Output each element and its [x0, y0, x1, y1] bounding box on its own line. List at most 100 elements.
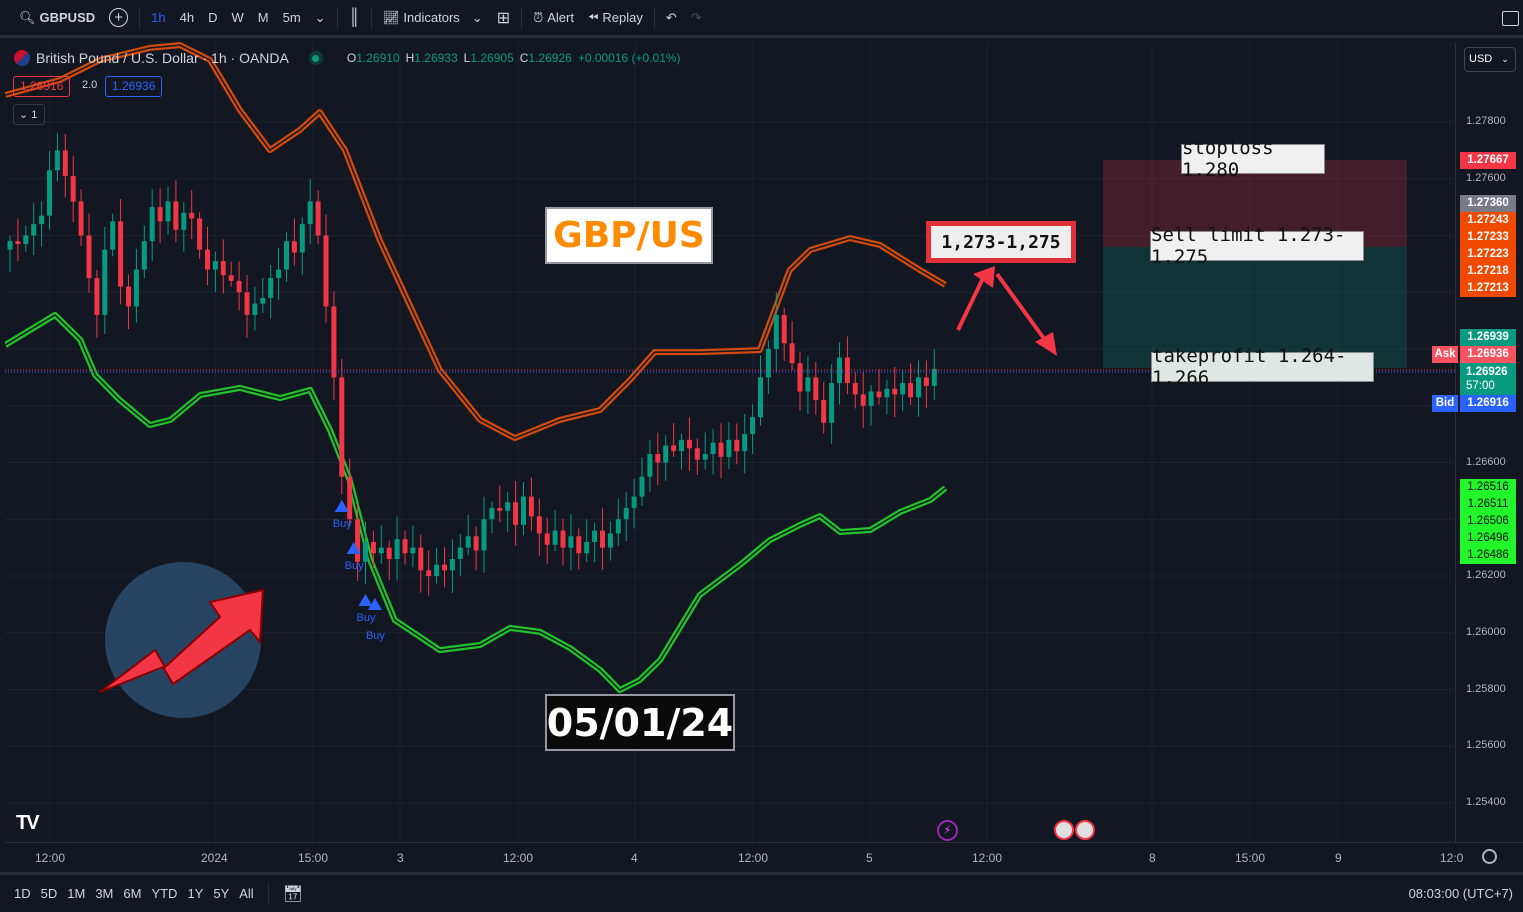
tradingview-logo[interactable]: TV — [16, 812, 40, 834]
candle-body — [23, 235, 29, 245]
indicators-button[interactable]: 📈︎ Indicators ⌄ — [382, 9, 483, 26]
fullscreen-button[interactable] — [1502, 11, 1519, 26]
rewind-icon: ⏪︎ — [587, 9, 599, 25]
candle-body — [307, 201, 313, 225]
interval-d[interactable]: D — [208, 10, 218, 25]
price-tick-label: 1.25400 — [1466, 796, 1506, 808]
candle-body — [805, 377, 811, 392]
candle-body — [268, 278, 274, 298]
goto-date-calendar-icon[interactable]: 📅︎ — [282, 885, 304, 903]
ask-label: Ask — [1432, 346, 1458, 363]
lightning-icon[interactable]: ⚡︎ — [937, 820, 958, 841]
candle-body — [299, 224, 305, 253]
time-label: 4 — [631, 851, 638, 865]
price-axis[interactable]: USD ⌄ 1.27800 1.27600 1.26600 1.26200 1.2600… — [1432, 42, 1523, 842]
lower-band-tag: 1.26511 — [1460, 496, 1516, 513]
range-all[interactable]: All — [239, 886, 254, 901]
candle-body — [402, 539, 408, 554]
chart-pane[interactable]: Buy Buy Buy Buy — [5, 42, 1455, 842]
ask-price-tag: 1.26936 — [1460, 346, 1516, 363]
search-icon: 🔍︎ — [19, 9, 36, 25]
layouts-button[interactable]: ⊞ — [490, 0, 517, 37]
interval-w[interactable]: W — [231, 10, 244, 25]
buy-price-button[interactable]: 1.26936 — [105, 76, 163, 97]
interval-4h[interactable]: 4h — [179, 10, 195, 25]
range-5d[interactable]: 5D — [40, 886, 58, 901]
candle-body — [442, 564, 447, 571]
candle-body — [54, 150, 60, 171]
chevron-down-icon: ⌄ — [19, 109, 29, 121]
price-tick-label: 1.26600 — [1466, 455, 1506, 468]
candle-body — [212, 261, 218, 270]
candle-body — [750, 417, 756, 435]
chevron-down-icon: ⌄ — [314, 9, 326, 25]
range-1y[interactable]: 1Y — [187, 886, 204, 901]
settings-gear-icon[interactable] — [1482, 849, 1497, 864]
candle-body — [600, 530, 605, 548]
buy-signal-label: Buy — [366, 630, 385, 642]
time-axis[interactable]: 12:00 2024 15:00 3 12:00 4 12:00 5 12:00… — [5, 842, 1523, 872]
candle-body — [726, 439, 732, 457]
candle-body — [655, 453, 661, 463]
candle-body — [892, 388, 898, 395]
upper-band-tag: 1.27223 — [1460, 246, 1516, 263]
undo-button[interactable]: ↶ — [659, 0, 684, 37]
candle-body — [521, 496, 526, 525]
candle-body — [734, 439, 740, 452]
candle-body — [860, 394, 866, 406]
date-label: 05/01/24 — [545, 694, 735, 751]
range-1m[interactable]: 1M — [67, 886, 86, 901]
price-tick-label: 1.25600 — [1466, 739, 1506, 752]
interval-5m[interactable]: 5m — [282, 10, 301, 25]
currency-select[interactable]: USD ⌄ — [1464, 47, 1516, 72]
divider — [521, 6, 523, 29]
time-label: 9 — [1335, 851, 1342, 865]
candles-icon: ║ — [348, 8, 360, 26]
candle-body — [592, 530, 598, 542]
candle-body — [758, 377, 763, 418]
candle-body — [157, 207, 163, 222]
candle-body — [291, 241, 297, 253]
price-tick-label: 1.26000 — [1466, 625, 1506, 638]
economic-events-icon[interactable] — [1054, 820, 1096, 840]
range-5y[interactable]: 5Y — [213, 886, 230, 901]
candle-body — [410, 547, 416, 554]
clock-timezone[interactable]: 08:03:00 (UTC+7) — [1408, 886, 1513, 901]
candle-body — [473, 536, 479, 551]
add-symbol-button[interactable]: + — [102, 0, 135, 37]
candle-body — [252, 303, 258, 315]
candle-body — [102, 249, 108, 315]
redo-button[interactable]: ↷ — [684, 0, 709, 37]
takeprofit-zone[interactable] — [1103, 247, 1407, 368]
range-1d[interactable]: 1D — [14, 886, 31, 901]
candle-body — [868, 391, 874, 406]
symbol-search[interactable]: 🔍︎ GBPUSD — [19, 9, 96, 26]
candle-body — [821, 400, 827, 423]
replay-button[interactable]: ⏪︎ Replay — [587, 9, 643, 26]
candle-body — [686, 439, 692, 449]
candle-body — [70, 175, 76, 202]
candle-body — [465, 536, 471, 548]
candle-body — [15, 241, 21, 245]
range-ytd[interactable]: YTD — [151, 886, 178, 901]
sell-price-button[interactable]: 1.26916 — [13, 76, 71, 97]
chart-type-button[interactable]: ║ — [342, 0, 367, 37]
collapse-indicators-button[interactable]: ⌄ 1 — [13, 104, 45, 125]
candle-body — [560, 530, 566, 548]
interval-m[interactable]: M — [257, 10, 269, 25]
range-6m[interactable]: 6M — [123, 886, 142, 901]
price-chart[interactable]: Buy Buy Buy Buy — [5, 42, 1455, 842]
candle-body — [62, 150, 68, 176]
symbol-title: British Pound / U.S. Dollar · 1h · OANDA — [36, 50, 289, 66]
interval-1h[interactable]: 1h — [151, 10, 166, 25]
range-3m[interactable]: 3M — [95, 886, 114, 901]
price-tick-label: 1.26200 — [1466, 569, 1506, 581]
alert-button[interactable]: ⏰︎ Alert — [533, 9, 574, 26]
candle-body — [631, 496, 637, 508]
interval-dropdown[interactable]: ⌄ — [308, 0, 333, 37]
candle-body — [141, 241, 147, 270]
candle-body — [228, 275, 234, 281]
candle-body — [497, 507, 503, 511]
candle-body — [489, 507, 495, 520]
undo-icon: ↶ — [665, 9, 677, 25]
